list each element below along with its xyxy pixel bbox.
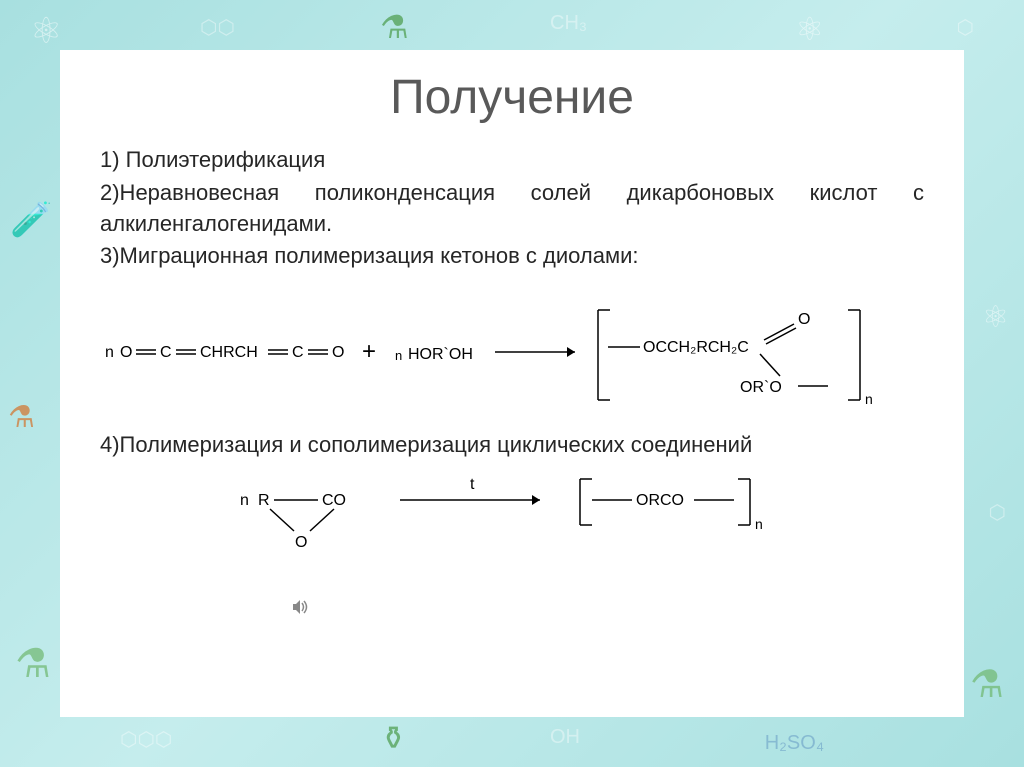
r1-horoh: HOR`OH: [408, 346, 473, 363]
reaction-scheme-2: n R CO O t ORCO n: [100, 473, 924, 563]
r1-o1: O: [120, 344, 132, 361]
r2-product: ORCO: [636, 492, 684, 509]
flask-icon: ⚗: [8, 400, 35, 435]
r1-oro: OR`O: [740, 379, 782, 396]
r2-r: R: [258, 492, 270, 509]
reaction1-svg: n O C CHRCH C O + n HOR`OH: [100, 302, 930, 412]
flask-icon: ⚗: [380, 8, 409, 46]
r2-suffix: n: [755, 516, 763, 532]
r1-c2: C: [292, 344, 304, 361]
reaction-scheme-1: n O C CHRCH C O + n HOR`OH: [100, 302, 924, 412]
method-item-3: 3)Миграционная полимеризация кетонов с д…: [100, 241, 924, 272]
molecule-icon: ⬡: [957, 15, 974, 40]
tube-icon: 🧪: [10, 200, 52, 240]
molecule-icon: ⬡: [989, 500, 1006, 525]
flask-icon: ⚗: [15, 641, 51, 687]
speaker-icon[interactable]: [290, 597, 310, 617]
slide-content: Получение 1) Полиэтерификация 2)Неравнов…: [60, 50, 964, 717]
molecule-icon: ⬡⬡: [200, 15, 235, 40]
r2-o: O: [295, 534, 307, 551]
slide-title: Получение: [100, 70, 924, 125]
r1-product-chain: OCCH₂RCH₂C: [643, 339, 749, 356]
atom-icon: ⚛: [30, 10, 62, 52]
reaction2-svg: n R CO O t ORCO n: [240, 473, 940, 563]
plus-sign: +: [362, 338, 376, 365]
r2-condition: t: [470, 476, 475, 493]
molecule-icon: ⬡⬡⬡: [120, 727, 172, 752]
r1-o2: O: [332, 344, 344, 361]
flask-icon: ⚱: [380, 719, 407, 757]
r1-branch-o: O: [798, 311, 810, 328]
molecule-icon: CH₃: [550, 12, 587, 35]
method-item-4: 4)Полимеризация и сополимеризация циклич…: [100, 432, 924, 458]
molecule-icon: OH: [550, 726, 580, 749]
flask-icon: ⚗: [970, 662, 1004, 707]
atom-icon: ⚛: [982, 300, 1009, 335]
r1-suffix-n: n: [865, 391, 873, 407]
r2-prefix: n: [240, 492, 249, 509]
water-icon: H₂SO₄: [765, 732, 824, 755]
atom-icon: ⚛: [795, 10, 824, 48]
method-item-1: 1) Полиэтерификация: [100, 145, 924, 176]
r1-c1: C: [160, 344, 172, 361]
r1-n2: n: [395, 348, 402, 363]
r1-prefix: n: [105, 344, 114, 361]
method-item-2: 2)Неравновесная поликонденсация солей ди…: [100, 178, 924, 240]
r2-co: CO: [322, 492, 346, 509]
r1-chrch: CHRCH: [200, 344, 258, 361]
